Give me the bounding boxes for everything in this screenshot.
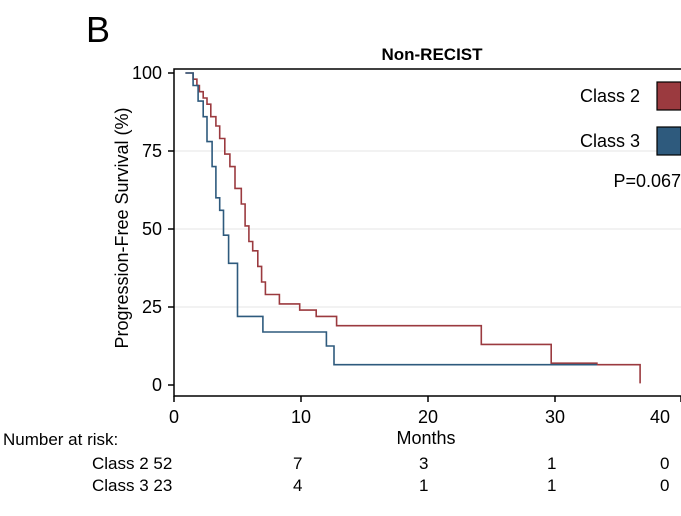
legend-swatch-2 xyxy=(656,81,681,111)
panel-label: B xyxy=(86,9,110,50)
x-tick-label-30: 30 xyxy=(545,407,565,427)
series-line-3 xyxy=(185,72,597,366)
legend-label-3: Class 3 xyxy=(580,131,640,151)
risk-value: 1 xyxy=(547,476,557,495)
x-axis-label: Months xyxy=(396,428,455,448)
chart-title: Non-RECIST xyxy=(381,45,483,64)
plot-frame xyxy=(173,68,681,397)
risk-value: 1 xyxy=(547,454,557,473)
risk-value: 7 xyxy=(293,454,303,473)
legend-label-2: Class 2 xyxy=(580,86,640,106)
y-tick-label-75: 75 xyxy=(142,141,162,161)
risk-value: 1 xyxy=(419,476,429,495)
y-tick-label-25: 25 xyxy=(142,297,162,317)
y-tick-label-100: 100 xyxy=(132,63,162,83)
series-lines xyxy=(185,72,641,384)
legend-swatch-3 xyxy=(656,126,681,156)
risk-table-header: Number at risk: xyxy=(3,430,119,449)
x-tick-label-20: 20 xyxy=(418,407,438,427)
y-tick-label-0: 0 xyxy=(152,375,162,395)
risk-value: 4 xyxy=(293,476,303,495)
risk-row-label: Class 2 52 xyxy=(92,454,173,473)
x-tick-label-0: 0 xyxy=(169,407,179,427)
p-value-annotation: P=0.067 xyxy=(613,171,681,191)
grid xyxy=(174,150,681,308)
series-line-2 xyxy=(185,72,641,384)
legend: Class 2 Class 3 xyxy=(580,81,681,156)
risk-value: 0 xyxy=(660,476,670,495)
risk-row-label: Class 3 23 xyxy=(92,476,173,495)
risk-value: 3 xyxy=(419,454,429,473)
x-tick-label-10: 10 xyxy=(291,407,311,427)
y-axis-label: Progression-Free Survival (%) xyxy=(112,107,132,348)
axis-ticks: 0 25 50 75 100 0 10 20 30 40 xyxy=(132,63,681,427)
y-tick-label-50: 50 xyxy=(142,219,162,239)
risk-value: 0 xyxy=(660,454,670,473)
x-tick-label-40: 40 xyxy=(650,407,670,427)
